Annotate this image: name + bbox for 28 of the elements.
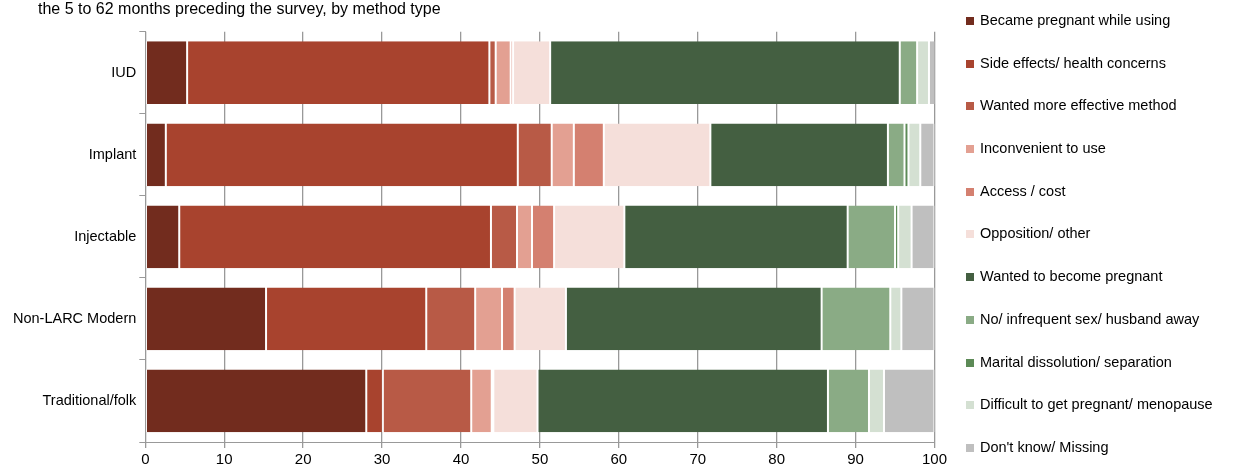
legend-label: Wanted to become pregnant <box>980 268 1163 285</box>
y-tick-label: Non-LARC Modern <box>12 309 137 326</box>
x-tick-label: 90 <box>847 450 864 468</box>
legend-label: Marital dissolution/ separation <box>980 353 1172 370</box>
x-tick-label: 100 <box>921 450 947 468</box>
x-tick-label: 50 <box>531 450 549 468</box>
x-tick-label: 60 <box>610 450 628 468</box>
legend-label: Inconvenient to use <box>980 140 1106 157</box>
x-tick-label: 20 <box>294 450 312 468</box>
x-tick-label: 70 <box>689 450 707 468</box>
legend-label: Don't know/ Missing <box>980 438 1109 455</box>
x-tick-label: 0 <box>141 450 150 468</box>
x-tick-label: 30 <box>373 450 391 468</box>
legend-label: Access / cost <box>980 182 1066 199</box>
x-tick-label: 40 <box>452 450 470 468</box>
legend-label: Opposition/ other <box>980 225 1091 242</box>
legend-label: Became pregnant while using <box>980 12 1171 28</box>
x-tick-label: 80 <box>768 450 785 468</box>
y-tick-label: Injectable <box>74 227 137 244</box>
legend-label: Side effects/ health concerns <box>980 54 1166 71</box>
y-tick-label: Implant <box>88 145 137 162</box>
x-tick-label: 10 <box>215 450 233 468</box>
chart-title: the 5 to 62 months preceding the survey, by method type <box>38 0 441 18</box>
legend-label: Difficult to get pregnant/ menopause <box>980 396 1213 413</box>
y-tick-label: IUD <box>111 63 137 80</box>
y-tick-label: Traditional/folk <box>42 391 138 408</box>
legend-label: No/ infrequent sex/ husband away <box>980 310 1200 327</box>
legend-label: Wanted more effective method <box>980 97 1177 114</box>
